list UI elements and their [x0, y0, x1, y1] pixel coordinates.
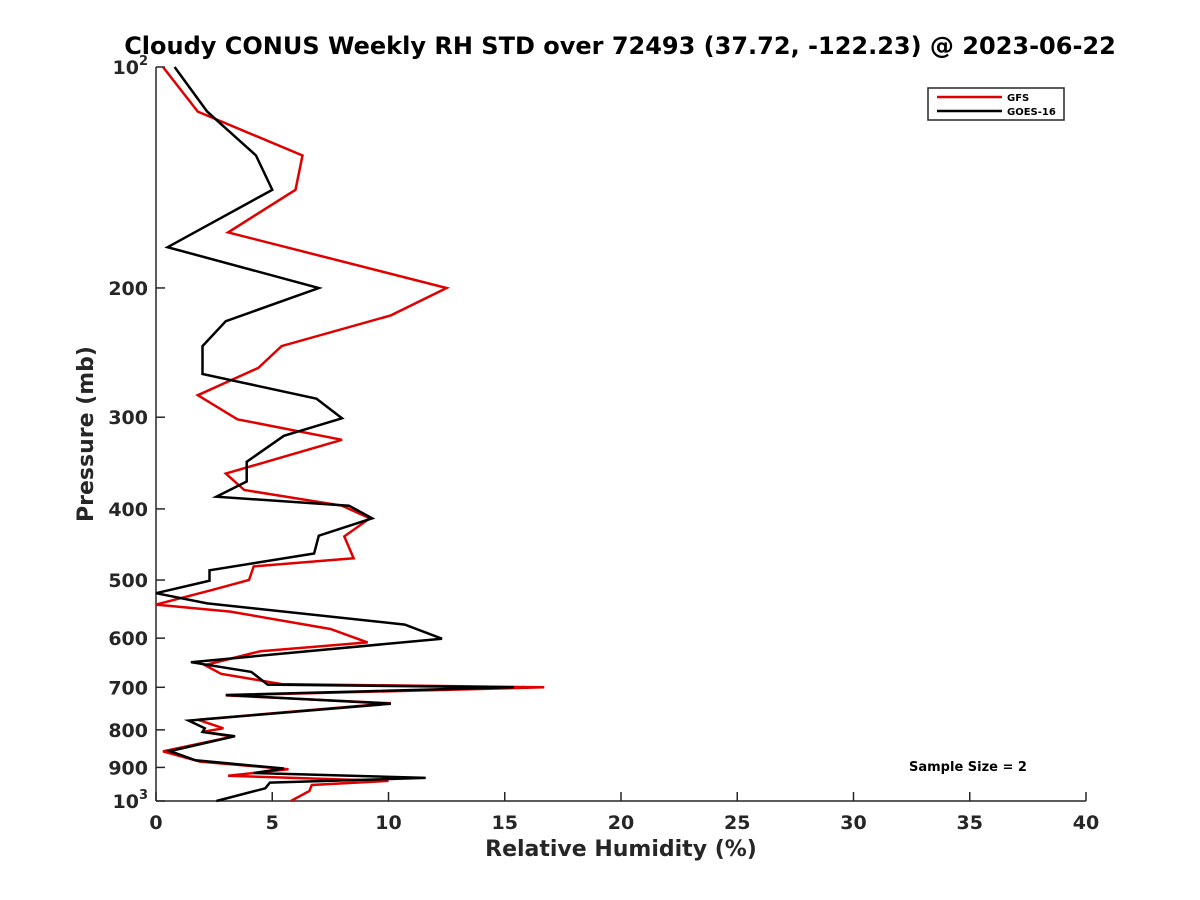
- x-axis-label: Relative Humidity (%): [485, 837, 757, 862]
- series-line-goes-16: [155, 66, 515, 803]
- x-tick-label: 40: [1073, 812, 1099, 834]
- x-tick-label: 10: [375, 812, 401, 834]
- legend-label-goes-16: GOES-16: [1007, 107, 1056, 118]
- y-tick-label: 800: [108, 720, 148, 742]
- x-tick-label: 30: [840, 812, 866, 834]
- y-tick-label: 102: [113, 54, 149, 79]
- x-tick-label: 20: [608, 812, 634, 834]
- y-tick-label: 700: [108, 677, 148, 699]
- y-tick-label: 900: [108, 757, 148, 779]
- x-ticks: 0 5 10 15 20 25 30 35 40: [149, 792, 1099, 834]
- legend-box: [927, 87, 1065, 121]
- y-tick-label: 103: [113, 788, 149, 813]
- y-tick-label: 500: [108, 570, 148, 592]
- legend: GFS GOES-16: [927, 87, 1065, 121]
- y-tick-label: 600: [108, 628, 148, 650]
- y-ticks: 102 200 300 400 500 600 700 800 900 103: [108, 54, 165, 813]
- x-tick-label: 25: [724, 812, 750, 834]
- y-tick-label: 300: [108, 407, 148, 429]
- sample-size-annotation: Sample Size = 2: [909, 760, 1027, 775]
- y-tick-label: 400: [108, 499, 148, 521]
- x-tick-label: 15: [492, 812, 518, 834]
- chart-title: Cloudy CONUS Weekly RH STD over 72493 (3…: [124, 32, 1116, 60]
- x-tick-label: 35: [957, 812, 983, 834]
- series-layer: [155, 66, 545, 803]
- y-axis-label: Pressure (mb): [74, 346, 99, 522]
- x-tick-label: 5: [266, 812, 279, 834]
- plot-area: [156, 67, 1086, 801]
- legend-label-gfs: GFS: [1007, 93, 1029, 104]
- y-tick-label: 200: [108, 278, 148, 300]
- x-tick-label: 0: [149, 812, 162, 834]
